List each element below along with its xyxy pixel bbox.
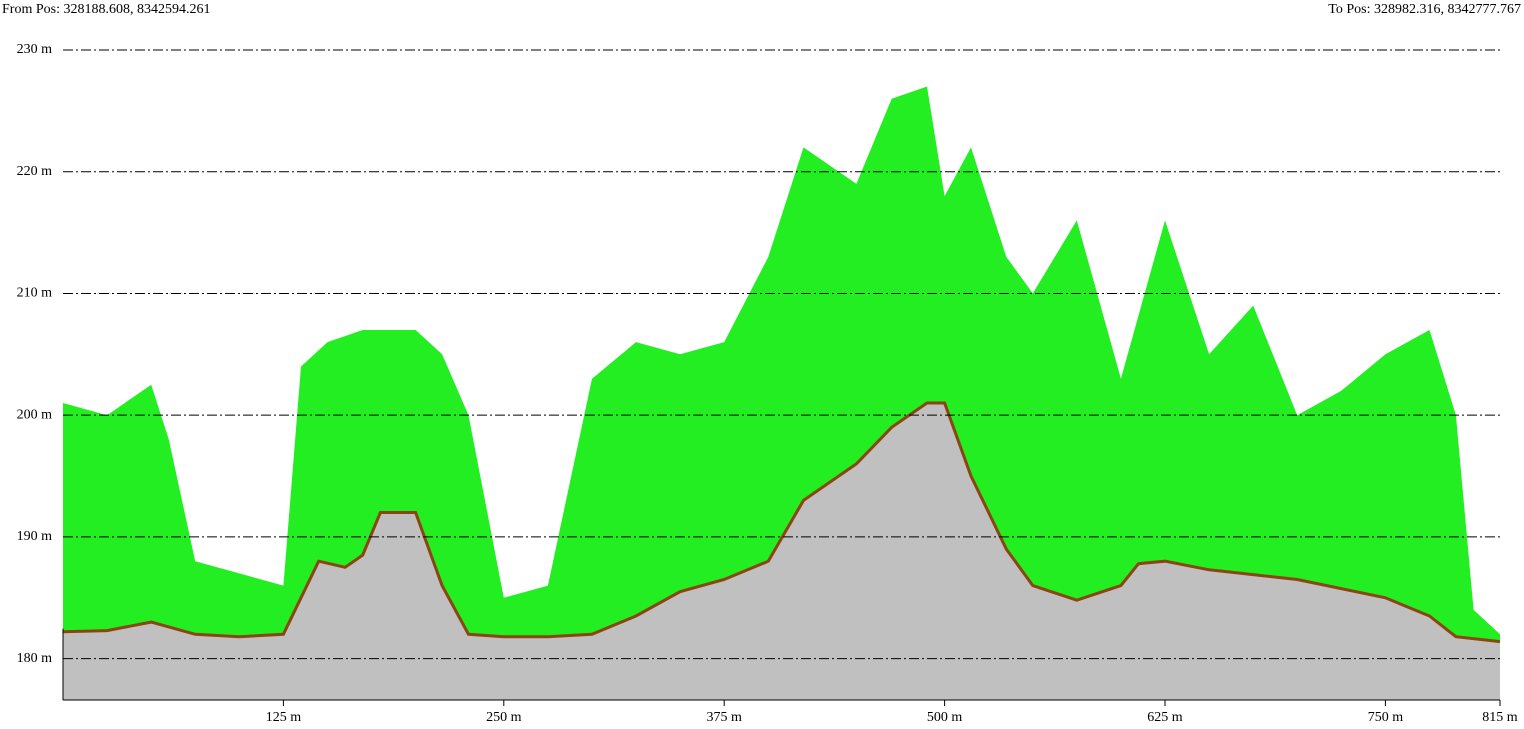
y-tick-label: 230 m: [17, 42, 53, 57]
y-tick-label: 190 m: [17, 529, 53, 544]
to-position: To Pos: 328982.316, 8342777.767: [1328, 2, 1521, 17]
area-1: [63, 403, 1500, 700]
x-tick-label: 125 m: [266, 710, 302, 725]
x-tick-label: 500 m: [927, 710, 963, 725]
y-tick-label: 200 m: [17, 407, 53, 422]
x-tick-label: 250 m: [486, 710, 522, 725]
y-tick-label: 220 m: [17, 164, 53, 179]
x-tick-label: 750 m: [1368, 710, 1404, 725]
y-tick-label: 210 m: [17, 286, 53, 301]
y-tick-label: 180 m: [17, 651, 53, 666]
x-tick-label: 625 m: [1147, 710, 1183, 725]
from-position: From Pos: 328188.608, 8342594.261: [2, 2, 210, 17]
ground-line: [62, 401, 1501, 644]
x-tick-label: 815 m: [1482, 710, 1518, 725]
x-tick-label: 375 m: [707, 710, 743, 725]
